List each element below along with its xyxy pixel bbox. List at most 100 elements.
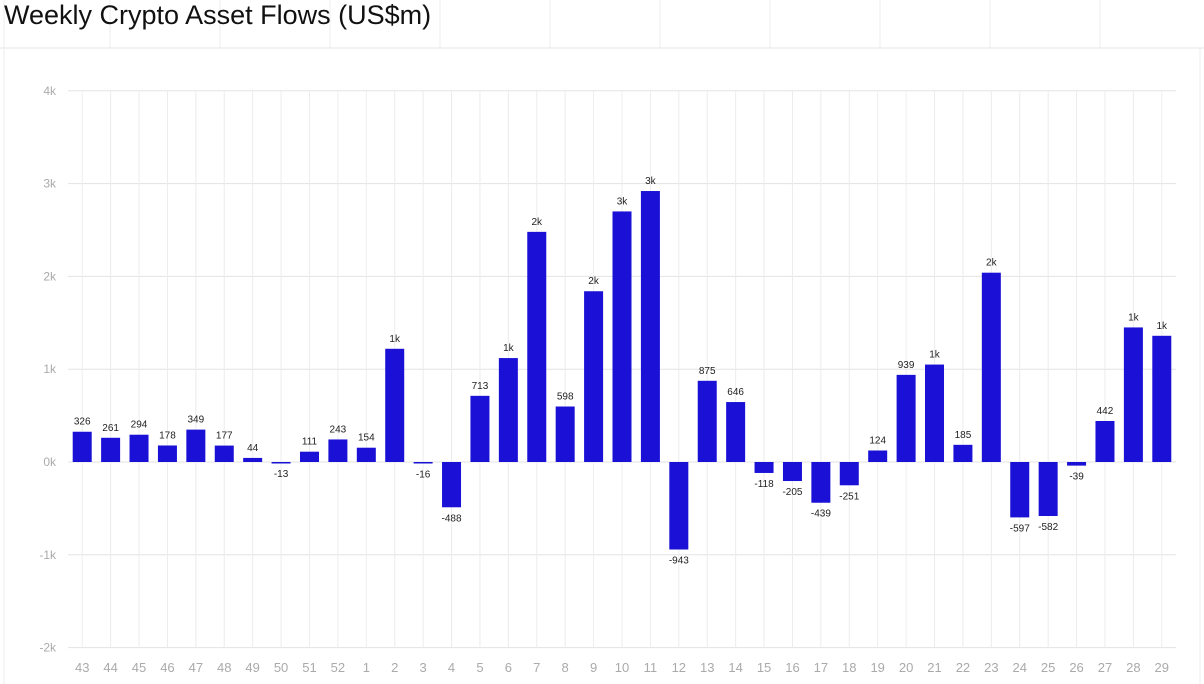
data-label: 875 <box>699 366 716 377</box>
bar[interactable] <box>868 450 888 462</box>
bar[interactable] <box>782 462 802 482</box>
bar[interactable] <box>555 406 575 462</box>
x-tick-label: 16 <box>785 660 799 675</box>
data-label: 44 <box>247 443 259 454</box>
data-label: -118 <box>754 479 774 490</box>
bar[interactable] <box>640 191 660 463</box>
data-label: -597 <box>1010 523 1030 534</box>
data-label: -16 <box>416 469 431 480</box>
bar[interactable] <box>470 395 490 462</box>
bar[interactable] <box>385 348 405 462</box>
bar[interactable] <box>299 451 319 462</box>
bar[interactable] <box>839 462 859 486</box>
x-axis-ticks: 43 44 45 46 47 48 49 50 51 52 1 2 3 4 5 6 7 8 9 10 11 12 13 14 1… <box>75 660 1169 675</box>
x-tick-label: 51 <box>302 660 316 675</box>
bar[interactable] <box>612 211 632 462</box>
bar[interactable] <box>527 231 547 462</box>
data-label: 294 <box>131 420 148 431</box>
data-label: 2k <box>588 276 600 287</box>
bar[interactable] <box>584 291 604 462</box>
bar[interactable] <box>498 358 518 462</box>
data-label: -251 <box>839 491 859 502</box>
data-label: 1k <box>389 334 401 345</box>
data-label: 154 <box>358 433 375 444</box>
bar[interactable] <box>413 462 433 464</box>
bar[interactable] <box>243 457 263 462</box>
x-tick-label: 6 <box>505 660 512 675</box>
bar[interactable] <box>669 462 689 550</box>
bar[interactable] <box>925 364 945 462</box>
data-label: 243 <box>330 424 347 435</box>
x-tick-label: 50 <box>274 660 288 675</box>
data-label: 261 <box>102 423 119 434</box>
x-tick-label: 45 <box>132 660 146 675</box>
data-label: 2k <box>531 217 543 228</box>
bar[interactable] <box>953 444 973 462</box>
bar[interactable] <box>1152 335 1172 462</box>
x-tick-label: 13 <box>700 660 714 675</box>
data-label: 646 <box>727 387 744 398</box>
x-tick-label: 3 <box>420 660 427 675</box>
y-tick-label: 2k <box>43 269 57 283</box>
bar[interactable] <box>1038 462 1058 517</box>
data-label: 3k <box>645 176 657 187</box>
bar[interactable] <box>726 402 746 462</box>
bar[interactable] <box>214 445 234 462</box>
data-label: 939 <box>898 360 915 371</box>
data-label: -582 <box>1038 522 1058 533</box>
data-label: 111 <box>302 437 318 448</box>
x-tick-label: 44 <box>103 660 117 675</box>
bar[interactable] <box>356 447 376 462</box>
x-tick-label: 18 <box>842 660 856 675</box>
data-labels: 326 261 294 178 349 177 44 -13 111 243 154 1k -16 -48… <box>74 176 1168 566</box>
x-tick-label: 5 <box>476 660 483 675</box>
bar[interactable] <box>129 434 149 462</box>
data-label: 124 <box>869 435 886 446</box>
x-tick-label: 47 <box>189 660 203 675</box>
bar[interactable] <box>1010 462 1030 518</box>
bar[interactable] <box>186 429 206 462</box>
x-tick-label: 52 <box>331 660 345 675</box>
bar[interactable] <box>328 439 348 462</box>
bar[interactable] <box>1067 462 1087 466</box>
bar[interactable] <box>442 462 462 508</box>
x-tick-label: 28 <box>1126 660 1140 675</box>
x-tick-label: 7 <box>533 660 540 675</box>
x-tick-label: 2 <box>391 660 398 675</box>
bar[interactable] <box>1095 420 1115 462</box>
x-tick-label: 20 <box>899 660 913 675</box>
x-tick-label: 48 <box>217 660 231 675</box>
data-label: 1k <box>1157 321 1169 332</box>
bar[interactable] <box>157 445 177 462</box>
bar[interactable] <box>981 272 1001 462</box>
x-tick-label: 43 <box>75 660 89 675</box>
bar[interactable] <box>72 431 92 462</box>
bar[interactable] <box>697 380 717 462</box>
bar[interactable] <box>271 462 291 464</box>
x-tick-label: 4 <box>448 660 455 675</box>
y-tick-label: 4k <box>43 84 57 98</box>
data-label: -205 <box>782 487 802 498</box>
y-tick-label: -2k <box>39 641 57 655</box>
data-label: 349 <box>188 415 205 426</box>
bar[interactable] <box>754 462 774 473</box>
x-tick-label: 10 <box>615 660 629 675</box>
data-label: 2k <box>986 258 998 269</box>
bar[interactable] <box>1123 327 1143 462</box>
data-label: -13 <box>274 469 289 480</box>
bar[interactable] <box>811 462 831 503</box>
x-tick-label: 24 <box>1013 660 1027 675</box>
bars <box>72 191 1172 550</box>
y-tick-label: -1k <box>39 548 57 562</box>
bar[interactable] <box>101 437 121 462</box>
x-tick-label: 25 <box>1041 660 1055 675</box>
x-tick-label: 12 <box>672 660 686 675</box>
y-tick-label: 1k <box>43 362 57 376</box>
x-tick-label: 49 <box>245 660 259 675</box>
x-tick-label: 29 <box>1155 660 1169 675</box>
data-label: 3k <box>617 196 629 207</box>
bar[interactable] <box>896 374 916 462</box>
x-tick-label: 27 <box>1098 660 1112 675</box>
